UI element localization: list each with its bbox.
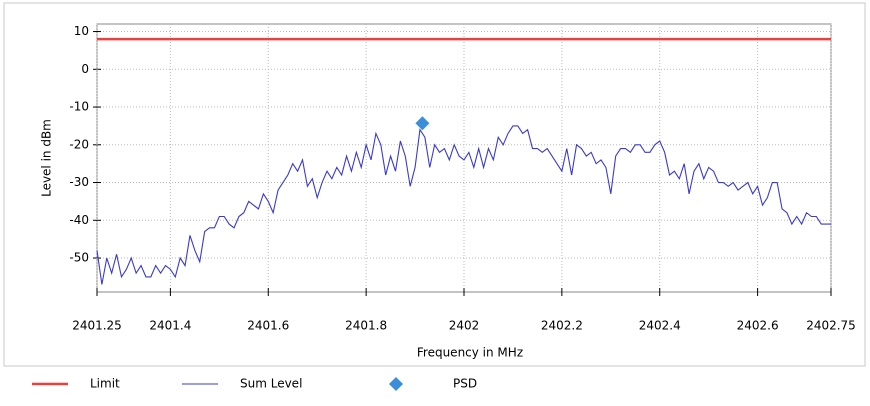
x-tick-label: 2402.75 (806, 319, 856, 333)
plot-area (96, 23, 832, 293)
series-line (96, 125, 831, 285)
legend-label: Limit (90, 377, 120, 391)
chart-frame (3, 2, 866, 367)
y-tick-label: -10 (69, 100, 89, 114)
x-axis-label: Frequency in MHz (417, 346, 523, 360)
x-tick-label: 2402 (449, 319, 480, 333)
x-tick-label: 2401.6 (247, 319, 289, 333)
legend-label: Sum Level (240, 377, 302, 391)
y-tick-label: -20 (69, 137, 89, 151)
x-tick-label: 2401.4 (149, 319, 191, 333)
y-tick-label: -50 (69, 251, 89, 265)
x-tick-label: 2401.8 (345, 319, 387, 333)
y-tick-label: -30 (69, 175, 89, 189)
psd-marker (415, 116, 430, 131)
x-tick-label: 2402.4 (639, 319, 681, 333)
x-tick-label: 2402.6 (737, 319, 779, 333)
y-axis-label: Level in dBm (40, 119, 54, 197)
y-tick-label: 10 (74, 24, 89, 38)
x-tick-label: 2401.25 (72, 319, 122, 333)
legend-label: PSD (453, 377, 477, 391)
y-tick-label: -40 (69, 213, 89, 227)
y-tick-label: 0 (81, 62, 89, 76)
x-tick-label: 2402.2 (541, 319, 583, 333)
legend-swatch (389, 377, 403, 391)
